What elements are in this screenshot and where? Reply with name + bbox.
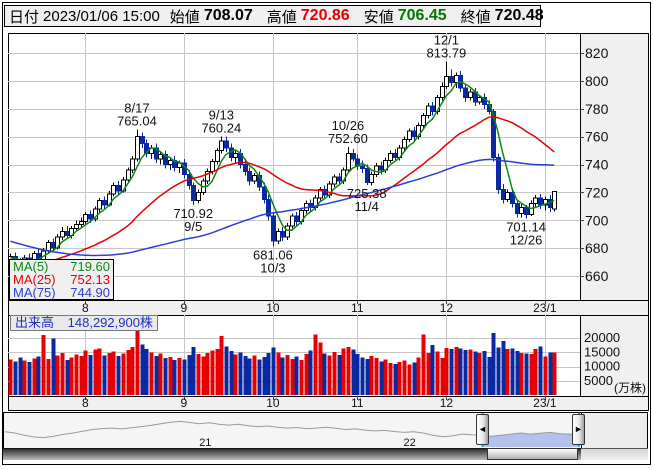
high-value: 720.86 bbox=[300, 7, 350, 24]
svg-text:765.04: 765.04 bbox=[117, 114, 157, 129]
axis-labels: 820 800 780 760 740 720 700 680 660 2000015000100… bbox=[82, 45, 646, 410]
ma75-row: MA(75) 744.90 bbox=[13, 286, 110, 299]
navigator-year-label: 22 bbox=[404, 437, 416, 449]
ma75-label: MA(75) bbox=[13, 285, 56, 300]
scrollbar-disabled-area bbox=[581, 448, 648, 460]
svg-text:12: 12 bbox=[440, 301, 454, 315]
volume-label: 出来高 bbox=[15, 315, 55, 330]
date-label: 日付 bbox=[9, 8, 40, 26]
svg-text:681.06: 681.06 bbox=[253, 248, 293, 263]
open-value: 708.07 bbox=[203, 7, 253, 24]
svg-text:700: 700 bbox=[585, 212, 609, 228]
svg-text:752.60: 752.60 bbox=[328, 131, 368, 146]
svg-text:8: 8 bbox=[82, 396, 89, 410]
navigator-year-label: 21 bbox=[199, 437, 211, 449]
svg-text:12/26: 12/26 bbox=[510, 233, 543, 248]
svg-text:8: 8 bbox=[82, 301, 89, 315]
svg-text:12: 12 bbox=[440, 396, 454, 410]
ma-legend: MA(5) 719.60 MA(25) 752.13 MA(75) 744.90 bbox=[9, 259, 114, 300]
ma75-value: 744.90 bbox=[70, 285, 110, 300]
svg-text:23/1: 23/1 bbox=[533, 396, 557, 410]
svg-text:660: 660 bbox=[585, 268, 609, 284]
navigator-selection-fill bbox=[481, 432, 579, 447]
svg-text:10/26: 10/26 bbox=[332, 118, 365, 133]
svg-text:720: 720 bbox=[585, 184, 609, 200]
svg-text:23/1: 23/1 bbox=[533, 301, 557, 315]
close-value: 720.48 bbox=[494, 7, 544, 24]
svg-text:20000: 20000 bbox=[584, 330, 620, 345]
svg-text:760: 760 bbox=[585, 129, 609, 145]
svg-text:780: 780 bbox=[585, 101, 609, 117]
svg-text:10: 10 bbox=[266, 301, 280, 315]
svg-text:12/1: 12/1 bbox=[434, 33, 459, 48]
svg-text:10: 10 bbox=[266, 396, 280, 410]
svg-text:740: 740 bbox=[585, 157, 609, 173]
high-label: 高値 bbox=[266, 8, 297, 26]
ma-line-75 bbox=[10, 158, 555, 257]
svg-text:10000: 10000 bbox=[584, 359, 620, 374]
svg-text:9/5: 9/5 bbox=[184, 219, 202, 234]
nav-left-handle[interactable]: ◄ bbox=[476, 414, 489, 445]
ma5-row: MA(5) 719.60 bbox=[13, 260, 110, 273]
low-value: 706.45 bbox=[397, 7, 447, 24]
volume-total: 148,292,900株 bbox=[67, 315, 153, 330]
svg-text:725.38: 725.38 bbox=[347, 186, 387, 201]
volume-summary: 出来高 148,292,900株 bbox=[10, 315, 158, 331]
quote-info-bar: 日付 2023/01/06 15:00 始値 708.07 高値 720.86 … bbox=[4, 5, 544, 27]
volume-x-axis-strip bbox=[8, 396, 649, 411]
svg-text:800: 800 bbox=[585, 73, 609, 89]
ma5-value: 719.60 bbox=[70, 259, 110, 274]
svg-text:5000: 5000 bbox=[584, 373, 613, 388]
volume-bars bbox=[8, 331, 557, 395]
ma-lines bbox=[10, 80, 555, 275]
svg-text:10/3: 10/3 bbox=[260, 261, 285, 276]
svg-text:11/4: 11/4 bbox=[355, 199, 379, 214]
ma-line-5 bbox=[10, 80, 555, 262]
ma5-label: MA(5) bbox=[13, 259, 49, 274]
ma25-row: MA(25) 752.13 bbox=[13, 273, 110, 286]
window-border bbox=[2, 2, 651, 465]
nav-right-handle[interactable]: ► bbox=[572, 414, 585, 445]
scrollbar-thumb[interactable] bbox=[487, 448, 578, 460]
ma25-label: MA(25) bbox=[13, 272, 56, 287]
svg-text:701.14: 701.14 bbox=[506, 220, 546, 235]
svg-text:11: 11 bbox=[351, 396, 364, 410]
scrollbar-track[interactable] bbox=[3, 448, 581, 460]
svg-text:813.79: 813.79 bbox=[426, 46, 466, 61]
close-label: 終値 bbox=[460, 8, 491, 26]
svg-text:9: 9 bbox=[180, 301, 187, 315]
svg-text:15000: 15000 bbox=[584, 344, 620, 359]
svg-text:(万株): (万株) bbox=[614, 380, 646, 395]
svg-text:11: 11 bbox=[351, 301, 364, 315]
svg-text:710.92: 710.92 bbox=[173, 206, 213, 221]
price-y-axis-panel bbox=[580, 33, 649, 301]
navigator-future-area bbox=[581, 412, 648, 449]
svg-text:680: 680 bbox=[585, 240, 609, 256]
svg-text:9/13: 9/13 bbox=[209, 107, 234, 122]
volume-y-axis-panel bbox=[580, 315, 649, 397]
low-label: 安値 bbox=[363, 8, 394, 26]
svg-text:9: 9 bbox=[180, 396, 187, 410]
svg-text:8/17: 8/17 bbox=[124, 101, 149, 116]
open-label: 始値 bbox=[169, 8, 200, 26]
ma-line-25 bbox=[10, 116, 555, 275]
svg-text:820: 820 bbox=[585, 45, 609, 61]
ma25-value: 752.13 bbox=[70, 272, 110, 287]
svg-text:760.24: 760.24 bbox=[201, 120, 241, 135]
date-value: 2023/01/06 15:00 bbox=[43, 7, 160, 25]
